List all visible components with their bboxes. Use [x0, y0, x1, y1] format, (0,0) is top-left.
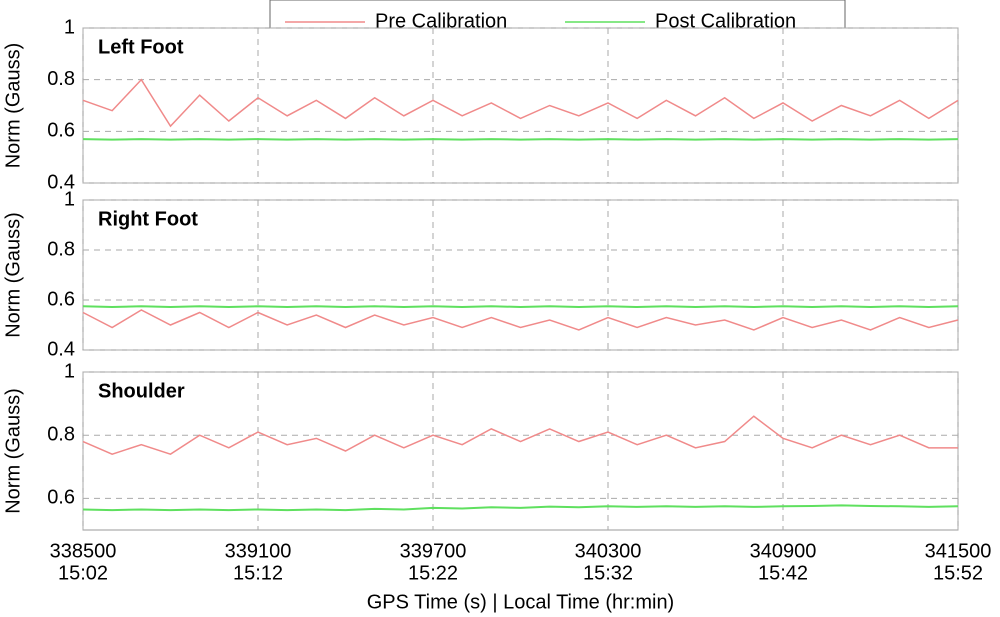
- x-tick-label: 340300: [575, 540, 642, 562]
- series-line: [82, 504, 959, 512]
- x-tick-time: 15:02: [58, 562, 108, 584]
- series-line: [82, 415, 958, 455]
- y-tick-label: 0.6: [47, 120, 75, 142]
- y-tick-label: 0.8: [47, 68, 75, 90]
- legend-label: Post Calibration: [655, 10, 796, 32]
- y-tick-label: 0.4: [47, 338, 75, 360]
- y-axis-label: Norm (Gauss): [2, 43, 24, 169]
- plot-area: [82, 371, 959, 531]
- series-line: [82, 78, 959, 128]
- y-tick-label: 0.8: [47, 423, 75, 445]
- x-axis-label: GPS Time (s) | Local Time (hr:min): [367, 591, 674, 613]
- x-tick-label: 339100: [225, 540, 292, 562]
- panel-title: Shoulder: [98, 380, 185, 402]
- y-tick-label: 0.6: [47, 487, 75, 509]
- series-line: [82, 305, 959, 309]
- x-tick-label: 341500: [925, 540, 992, 562]
- x-tick-time: 15:22: [408, 562, 458, 584]
- x-tick-time: 15:42: [758, 562, 808, 584]
- panel-title: Right Foot: [98, 208, 198, 230]
- x-tick-label: 340900: [750, 540, 817, 562]
- y-axis-label: Norm (Gauss): [2, 388, 24, 514]
- x-tick-label: 339700: [400, 540, 467, 562]
- x-tick-time: 15:52: [933, 562, 983, 584]
- plot-area: [82, 27, 959, 184]
- y-tick-label: 1: [64, 16, 75, 38]
- y-tick-label: 0.6: [47, 288, 75, 310]
- series-line: [82, 309, 959, 331]
- legend-label: Pre Calibration: [375, 10, 507, 32]
- y-tick-label: 1: [64, 188, 75, 210]
- x-tick-time: 15:12: [233, 562, 283, 584]
- x-tick-time: 15:32: [583, 562, 633, 584]
- panel-title: Left Foot: [98, 36, 184, 58]
- x-tick-label: 338500: [50, 540, 117, 562]
- y-axis-label: Norm (Gauss): [2, 212, 24, 338]
- y-tick-label: 0.8: [47, 238, 75, 260]
- series-line: [82, 138, 959, 141]
- plot-area: [82, 199, 959, 351]
- y-tick-label: 0.4: [47, 171, 75, 193]
- y-tick-label: 1: [64, 360, 75, 382]
